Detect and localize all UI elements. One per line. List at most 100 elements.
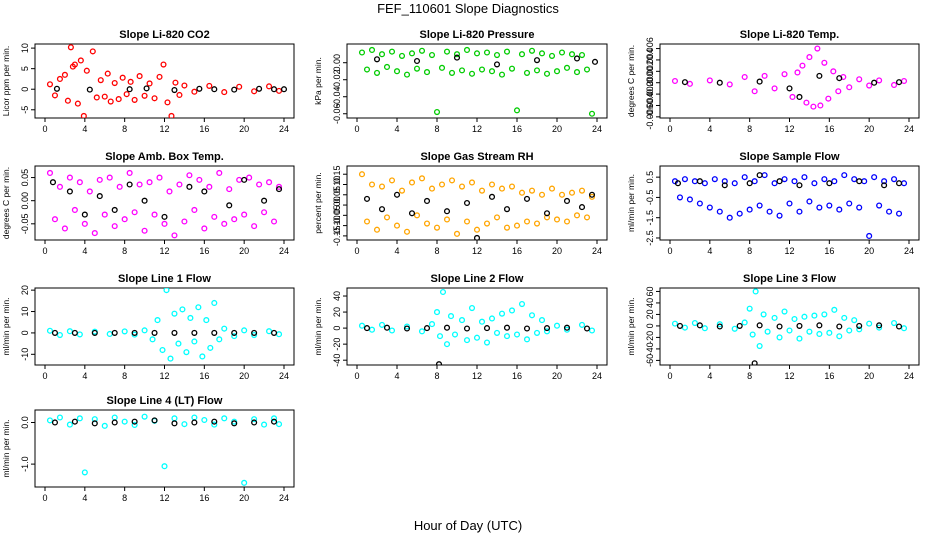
y-tick-label: 0 — [645, 323, 655, 328]
data-point-cyan — [488, 315, 496, 322]
data-point-magenta — [146, 179, 153, 186]
data-point-magenta — [181, 218, 188, 225]
data-point-black — [131, 329, 138, 336]
data-point-black — [51, 419, 59, 426]
y-tick-label: -0.15 — [332, 226, 342, 247]
data-point-black — [543, 325, 551, 332]
data-point-blue — [876, 202, 883, 209]
y-tick-label: -10 — [20, 348, 30, 361]
data-point-black — [91, 420, 98, 427]
data-point-black — [241, 176, 248, 183]
x-tick-label: 8 — [434, 124, 439, 134]
data-point-black — [51, 329, 59, 336]
data-point-cyan — [701, 325, 708, 332]
data-point-black — [423, 325, 431, 332]
y-axis-label: percent per min. — [313, 172, 323, 233]
data-point-cyan — [478, 318, 486, 325]
data-point-green — [428, 52, 436, 59]
x-tick-label: 4 — [82, 246, 87, 256]
x-tick-label: 20 — [239, 246, 249, 256]
y-tick-label: 20 — [332, 307, 342, 317]
data-point-green — [468, 70, 476, 77]
y-tick-label: 0.15 — [332, 165, 342, 183]
data-point-magenta — [806, 54, 813, 61]
data-point-red — [266, 83, 273, 90]
data-point-cyan — [111, 414, 118, 421]
x-tick-label: 8 — [122, 371, 127, 381]
points-group — [46, 169, 283, 239]
data-point-green — [368, 46, 376, 54]
data-point-orange — [448, 177, 456, 184]
data-point-green — [508, 65, 516, 72]
x-tick-label: 16 — [824, 124, 834, 134]
data-point-magenta — [176, 181, 183, 188]
data-point-green — [478, 66, 486, 73]
data-point-cyan — [513, 331, 521, 338]
panel-2: Slope Li-820 Pressure kPa per min. 0 4 8 12 16… — [313, 29, 608, 134]
data-point-cyan — [101, 422, 108, 429]
data-point-cyan — [523, 336, 531, 343]
data-point-black — [143, 85, 150, 92]
data-point-orange — [513, 222, 521, 229]
y-axis-label: Licor ppm per min. — [1, 46, 11, 116]
data-point-cyan — [741, 319, 748, 326]
data-point-green — [443, 48, 451, 55]
points-group — [46, 44, 288, 118]
data-point-black — [111, 206, 118, 213]
data-point-blue — [696, 200, 703, 207]
x-tick-label: 4 — [82, 124, 87, 134]
x-tick-label: 24 — [904, 124, 914, 134]
y-tick-label: -0.004 — [645, 93, 655, 119]
data-point-magenta — [256, 181, 263, 188]
data-point-orange — [538, 191, 546, 198]
data-point-green — [363, 66, 371, 73]
x-tick-label: 4 — [394, 246, 399, 256]
data-point-green — [448, 69, 456, 76]
data-point-orange — [363, 218, 371, 225]
x-tick-label: 4 — [82, 371, 87, 381]
data-point-magenta — [900, 77, 908, 85]
data-point-cyan — [776, 334, 783, 341]
data-point-red — [89, 48, 96, 55]
data-point-cyan — [764, 328, 771, 335]
data-point-black — [91, 329, 98, 336]
data-point-cyan — [154, 317, 161, 324]
y-tick-label: 5 — [20, 66, 30, 71]
data-point-cyan — [191, 338, 198, 345]
data-point-magenta — [166, 188, 173, 195]
x-tick-label: 0 — [667, 246, 672, 256]
data-point-cyan — [183, 349, 190, 356]
x-tick-label: 20 — [239, 371, 249, 381]
data-point-black — [895, 323, 903, 330]
data-point-black — [826, 180, 833, 187]
y-tick-label: -0.006 — [645, 104, 655, 130]
data-point-cyan — [191, 414, 198, 421]
data-point-green — [528, 47, 536, 54]
data-point-cyan — [81, 469, 88, 476]
data-point-green — [473, 50, 481, 57]
data-point-cyan — [749, 331, 756, 338]
data-point-red — [101, 93, 108, 100]
data-point-magenta — [821, 59, 828, 66]
data-point-black — [111, 419, 118, 426]
data-point-cyan — [563, 326, 571, 333]
data-point-black — [573, 55, 581, 62]
data-point-red — [74, 100, 81, 107]
y-tick-label: 0.10 — [332, 176, 342, 194]
data-point-orange — [553, 216, 561, 223]
x-tick-label: 16 — [199, 124, 209, 134]
y-tick-label: 0.004 — [645, 49, 655, 72]
data-point-green — [483, 49, 491, 56]
data-point-magenta — [799, 62, 806, 69]
data-point-orange — [378, 183, 386, 190]
data-point-cyan — [66, 421, 73, 428]
y-axis-label: kPa per min. — [313, 57, 323, 105]
x-tick-label: 16 — [512, 124, 522, 134]
data-point-green — [533, 67, 541, 74]
x-tick-label: 0 — [667, 124, 672, 134]
data-point-cyan — [841, 314, 848, 321]
x-tick-label: 20 — [864, 246, 874, 256]
data-point-black — [503, 324, 511, 331]
data-point-black — [836, 323, 843, 330]
panel-10: Slope Line 4 (LT) Flow ml/min per min. 0 4 8… — [1, 395, 295, 503]
